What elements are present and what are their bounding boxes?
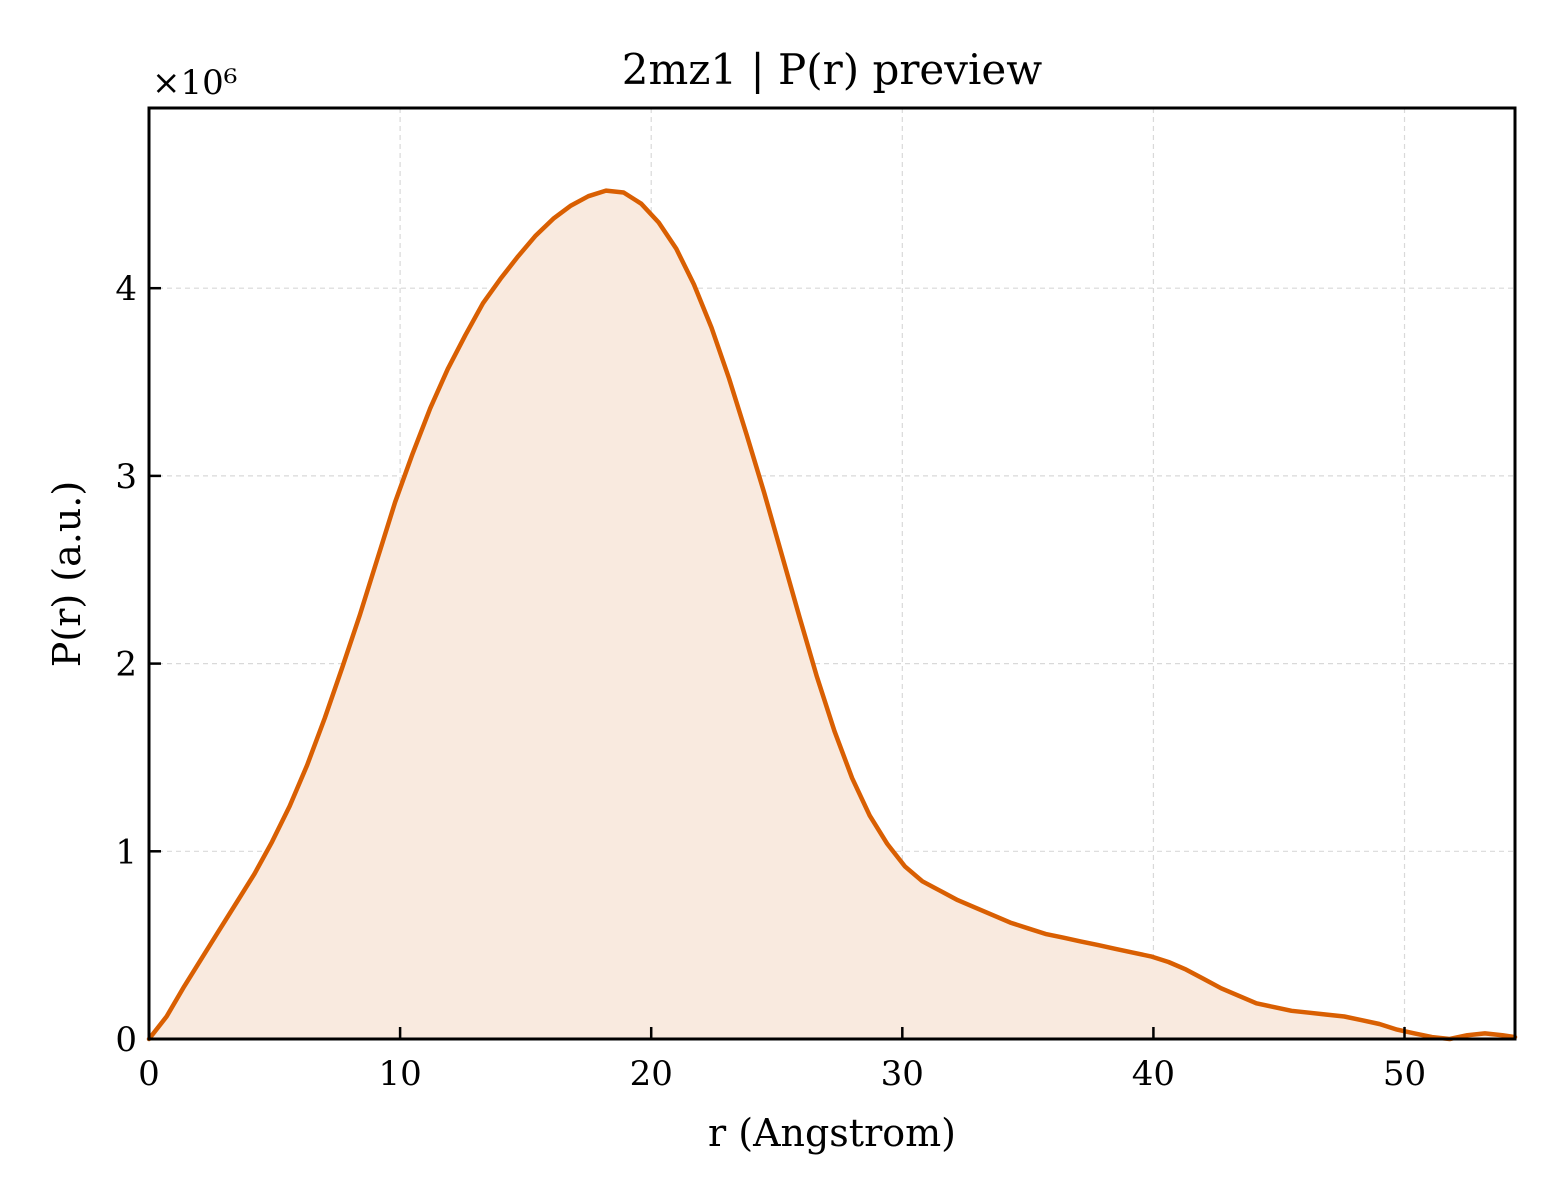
x-tick-label: 40 [1132, 1054, 1175, 1094]
x-axis-label: r (Angstrom) [708, 1111, 956, 1155]
y-tick-label: 3 [115, 457, 137, 497]
plot-frame [147, 106, 1517, 1041]
y-tick-label: 2 [115, 645, 137, 685]
pr-area-fill [149, 190, 1515, 1040]
x-tick-label: 0 [138, 1054, 160, 1094]
pr-curve-line [146, 188, 1518, 1042]
y-tick-label: 0 [115, 1020, 137, 1060]
x-tick-label: 30 [881, 1054, 924, 1094]
x-tick-label: 50 [1383, 1054, 1426, 1094]
x-tick-label: 20 [630, 1054, 673, 1094]
x-axis-ticks: 0 10 20 30 40 50 [138, 1027, 1426, 1094]
y-axis-offset-label: ×10⁶ [152, 63, 237, 103]
x-tick-label: 10 [378, 1054, 421, 1094]
y-axis-label: P(r) (a.u.) [45, 481, 89, 667]
y-tick-label: 4 [115, 269, 137, 309]
y-axis-ticks: 0 1 2 3 4 [115, 269, 161, 1060]
y-tick-label: 1 [115, 832, 137, 872]
chart-title: 2mz1 | P(r) preview [622, 45, 1043, 94]
